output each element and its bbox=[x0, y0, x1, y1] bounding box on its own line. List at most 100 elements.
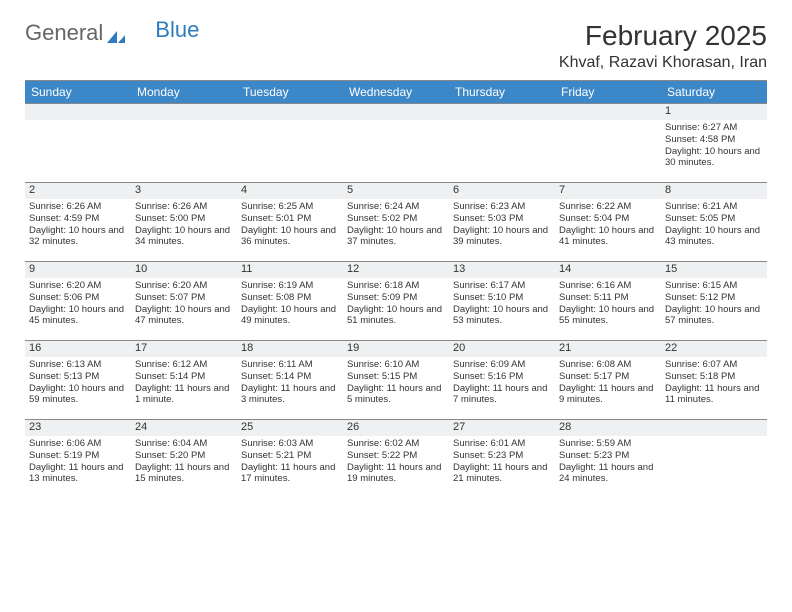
day-info-line: Sunset: 5:07 PM bbox=[135, 292, 233, 304]
day-cell: 4Sunrise: 6:25 AMSunset: 5:01 PMDaylight… bbox=[237, 183, 343, 261]
day-info-line: Daylight: 10 hours and 30 minutes. bbox=[665, 146, 763, 170]
day-number: 10 bbox=[131, 262, 237, 278]
day-info-line: Daylight: 10 hours and 43 minutes. bbox=[665, 225, 763, 249]
day-number: 6 bbox=[449, 183, 555, 199]
day-number bbox=[343, 104, 449, 120]
day-cell: 15Sunrise: 6:15 AMSunset: 5:12 PMDayligh… bbox=[661, 262, 767, 340]
day-number: 28 bbox=[555, 420, 661, 436]
day-info-line: Sunrise: 6:18 AM bbox=[347, 280, 445, 292]
day-header-thursday: Thursday bbox=[449, 81, 555, 103]
day-info-line: Sunrise: 6:25 AM bbox=[241, 201, 339, 213]
day-info-line: Sunset: 5:12 PM bbox=[665, 292, 763, 304]
day-info-line: Daylight: 11 hours and 15 minutes. bbox=[135, 462, 233, 486]
day-cell: 8Sunrise: 6:21 AMSunset: 5:05 PMDaylight… bbox=[661, 183, 767, 261]
day-info-line: Sunset: 5:18 PM bbox=[665, 371, 763, 383]
day-cell: 24Sunrise: 6:04 AMSunset: 5:20 PMDayligh… bbox=[131, 420, 237, 498]
day-info-line: Sunrise: 6:19 AM bbox=[241, 280, 339, 292]
day-info-line: Daylight: 11 hours and 24 minutes. bbox=[559, 462, 657, 486]
day-info-line: Sunset: 5:02 PM bbox=[347, 213, 445, 225]
day-info-line: Sunset: 5:16 PM bbox=[453, 371, 551, 383]
day-cell: 13Sunrise: 6:17 AMSunset: 5:10 PMDayligh… bbox=[449, 262, 555, 340]
day-info-line: Daylight: 11 hours and 7 minutes. bbox=[453, 383, 551, 407]
day-cell bbox=[555, 104, 661, 182]
day-info-line: Sunrise: 6:17 AM bbox=[453, 280, 551, 292]
day-info-line: Sunrise: 6:07 AM bbox=[665, 359, 763, 371]
day-number bbox=[237, 104, 343, 120]
day-cell bbox=[661, 420, 767, 498]
day-info-line: Sunset: 5:21 PM bbox=[241, 450, 339, 462]
day-info-line: Sunrise: 6:24 AM bbox=[347, 201, 445, 213]
day-cell bbox=[237, 104, 343, 182]
day-info-line: Daylight: 11 hours and 21 minutes. bbox=[453, 462, 551, 486]
day-info-line: Sunrise: 6:02 AM bbox=[347, 438, 445, 450]
day-info-line: Sunrise: 6:26 AM bbox=[135, 201, 233, 213]
calendar-grid: Sunday Monday Tuesday Wednesday Thursday… bbox=[25, 80, 767, 498]
day-cell bbox=[131, 104, 237, 182]
day-cell: 27Sunrise: 6:01 AMSunset: 5:23 PMDayligh… bbox=[449, 420, 555, 498]
day-info-line: Daylight: 10 hours and 41 minutes. bbox=[559, 225, 657, 249]
day-cell: 12Sunrise: 6:18 AMSunset: 5:09 PMDayligh… bbox=[343, 262, 449, 340]
day-info-line: Sunset: 5:15 PM bbox=[347, 371, 445, 383]
day-info-line: Sunrise: 5:59 AM bbox=[559, 438, 657, 450]
day-cell: 18Sunrise: 6:11 AMSunset: 5:14 PMDayligh… bbox=[237, 341, 343, 419]
day-info-line: Sunset: 5:23 PM bbox=[453, 450, 551, 462]
week-row: 9Sunrise: 6:20 AMSunset: 5:06 PMDaylight… bbox=[25, 261, 767, 340]
day-info-line: Sunset: 5:01 PM bbox=[241, 213, 339, 225]
day-info-line: Sunset: 5:20 PM bbox=[135, 450, 233, 462]
title-block: February 2025 Khvaf, Razavi Khorasan, Ir… bbox=[559, 20, 767, 72]
day-info-line: Sunrise: 6:26 AM bbox=[29, 201, 127, 213]
day-info-line: Sunrise: 6:04 AM bbox=[135, 438, 233, 450]
day-number bbox=[449, 104, 555, 120]
day-info-line: Daylight: 10 hours and 59 minutes. bbox=[29, 383, 127, 407]
day-number: 5 bbox=[343, 183, 449, 199]
brand-text-general: General bbox=[25, 20, 103, 46]
day-info-line: Daylight: 10 hours and 49 minutes. bbox=[241, 304, 339, 328]
day-info-line: Sunset: 5:03 PM bbox=[453, 213, 551, 225]
day-number: 25 bbox=[237, 420, 343, 436]
week-row: 23Sunrise: 6:06 AMSunset: 5:19 PMDayligh… bbox=[25, 419, 767, 498]
day-cell: 14Sunrise: 6:16 AMSunset: 5:11 PMDayligh… bbox=[555, 262, 661, 340]
day-info-line: Sunset: 5:10 PM bbox=[453, 292, 551, 304]
day-info-line: Daylight: 11 hours and 9 minutes. bbox=[559, 383, 657, 407]
day-info-line: Daylight: 10 hours and 51 minutes. bbox=[347, 304, 445, 328]
day-number: 16 bbox=[25, 341, 131, 357]
day-info-line: Sunset: 5:19 PM bbox=[29, 450, 127, 462]
day-cell bbox=[449, 104, 555, 182]
day-number: 18 bbox=[237, 341, 343, 357]
day-cell bbox=[343, 104, 449, 182]
day-info-line: Daylight: 10 hours and 32 minutes. bbox=[29, 225, 127, 249]
day-number: 11 bbox=[237, 262, 343, 278]
day-number bbox=[661, 420, 767, 436]
day-header-tuesday: Tuesday bbox=[237, 81, 343, 103]
week-row: 2Sunrise: 6:26 AMSunset: 4:59 PMDaylight… bbox=[25, 182, 767, 261]
day-number: 17 bbox=[131, 341, 237, 357]
week-row: 16Sunrise: 6:13 AMSunset: 5:13 PMDayligh… bbox=[25, 340, 767, 419]
day-number bbox=[131, 104, 237, 120]
day-info-line: Sunset: 5:14 PM bbox=[135, 371, 233, 383]
sail-icon bbox=[105, 25, 127, 41]
day-number: 8 bbox=[661, 183, 767, 199]
day-info-line: Sunset: 5:05 PM bbox=[665, 213, 763, 225]
day-info-line: Sunrise: 6:09 AM bbox=[453, 359, 551, 371]
brand-text-blue: Blue bbox=[155, 17, 199, 43]
day-cell: 9Sunrise: 6:20 AMSunset: 5:06 PMDaylight… bbox=[25, 262, 131, 340]
day-number: 12 bbox=[343, 262, 449, 278]
day-header-sunday: Sunday bbox=[25, 81, 131, 103]
day-number: 1 bbox=[661, 104, 767, 120]
day-info-line: Sunset: 5:13 PM bbox=[29, 371, 127, 383]
day-info-line: Sunrise: 6:23 AM bbox=[453, 201, 551, 213]
week-row: 1Sunrise: 6:27 AMSunset: 4:58 PMDaylight… bbox=[25, 103, 767, 182]
day-info-line: Sunset: 5:14 PM bbox=[241, 371, 339, 383]
day-info-line: Daylight: 10 hours and 57 minutes. bbox=[665, 304, 763, 328]
day-info-line: Sunset: 5:17 PM bbox=[559, 371, 657, 383]
day-number: 27 bbox=[449, 420, 555, 436]
day-cell: 26Sunrise: 6:02 AMSunset: 5:22 PMDayligh… bbox=[343, 420, 449, 498]
day-info-line: Daylight: 11 hours and 13 minutes. bbox=[29, 462, 127, 486]
day-number: 26 bbox=[343, 420, 449, 436]
day-info-line: Sunset: 5:23 PM bbox=[559, 450, 657, 462]
day-info-line: Sunset: 5:00 PM bbox=[135, 213, 233, 225]
day-info-line: Sunset: 5:08 PM bbox=[241, 292, 339, 304]
day-info-line: Sunrise: 6:03 AM bbox=[241, 438, 339, 450]
day-cell: 25Sunrise: 6:03 AMSunset: 5:21 PMDayligh… bbox=[237, 420, 343, 498]
day-cell: 5Sunrise: 6:24 AMSunset: 5:02 PMDaylight… bbox=[343, 183, 449, 261]
